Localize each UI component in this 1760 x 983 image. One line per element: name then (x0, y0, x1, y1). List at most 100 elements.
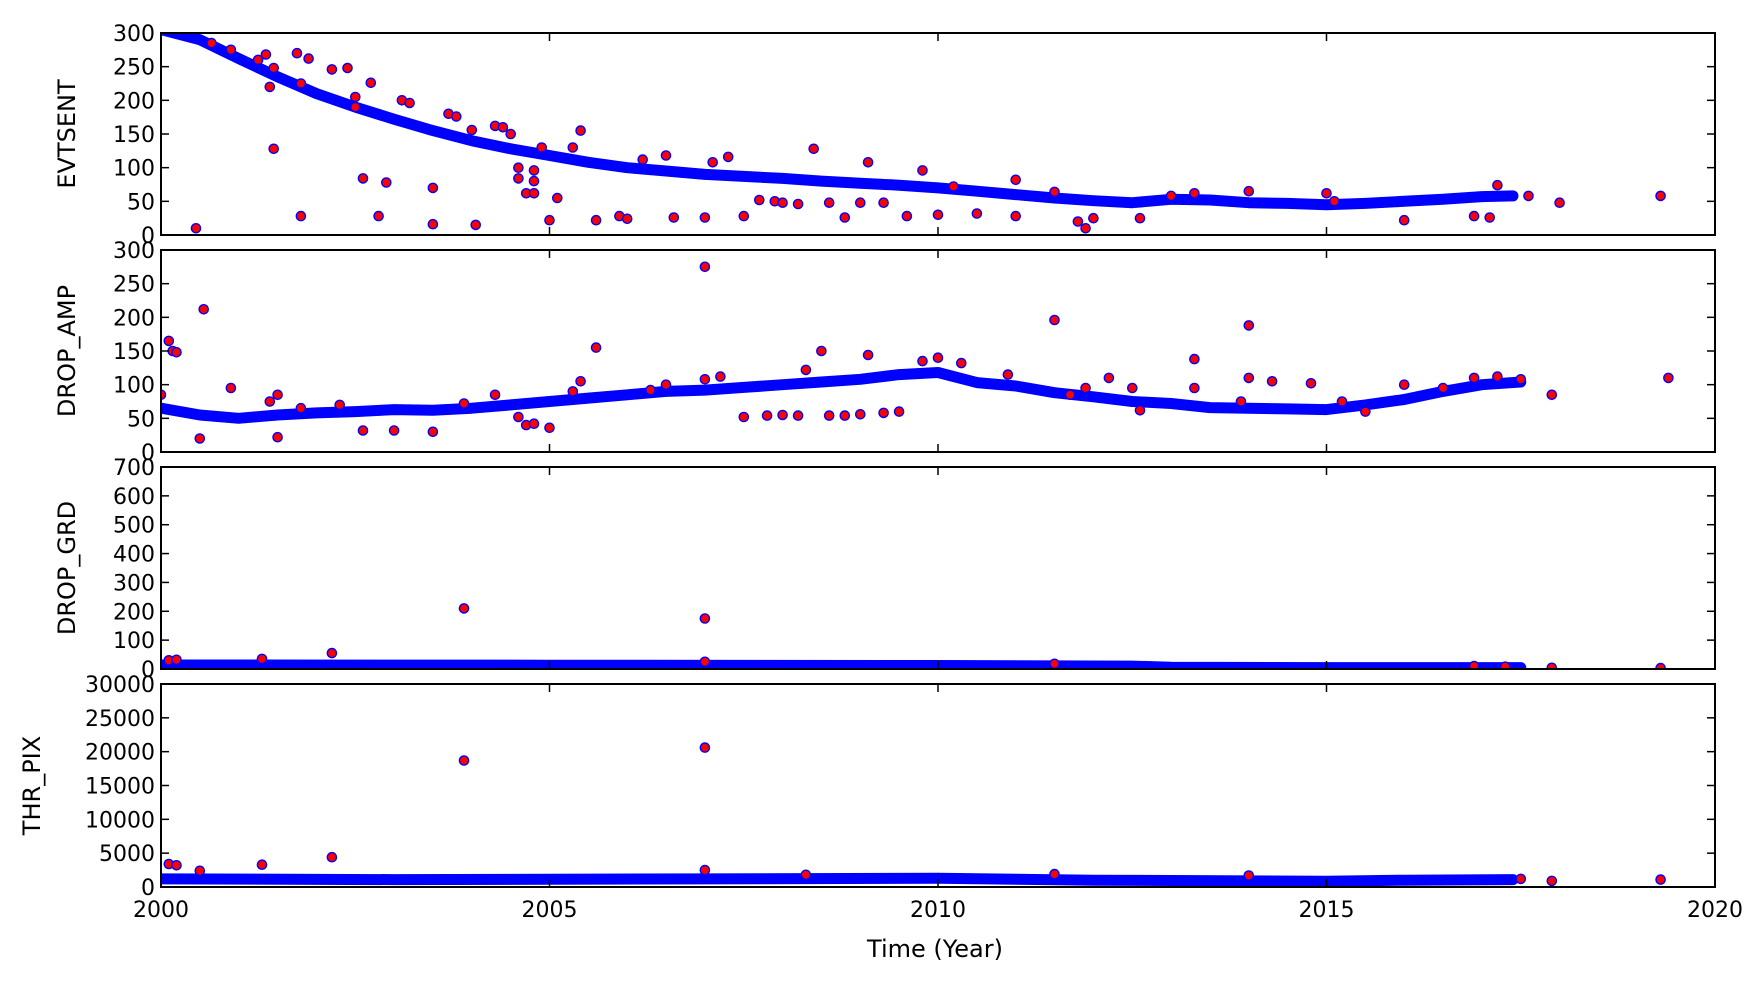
trend-band (161, 659, 1527, 669)
data-point (754, 194, 765, 206)
data-point (932, 352, 944, 364)
data-point (1134, 404, 1146, 416)
y-tick-label: 50 (127, 190, 155, 215)
data-point (256, 653, 268, 665)
data-point (190, 222, 202, 234)
data-point (1134, 212, 1146, 224)
y-tick-label: 200 (113, 89, 155, 114)
data-point (1189, 187, 1200, 199)
data-point (326, 851, 338, 863)
data-point (161, 389, 167, 401)
data-point (1398, 214, 1410, 226)
x-axis-title: Time (Year) (866, 935, 1003, 963)
data-point (1523, 190, 1534, 202)
data-point (334, 399, 346, 411)
data-point (198, 303, 209, 315)
data-point (1437, 382, 1449, 394)
data-point (1398, 379, 1410, 391)
y-tick-label: 20000 (85, 741, 155, 766)
data-point (707, 156, 719, 168)
y-tick-label: 0 (141, 441, 155, 466)
data-point (621, 213, 633, 225)
y-tick-label: 10000 (85, 808, 155, 833)
data-point (513, 411, 524, 423)
data-point (660, 379, 672, 391)
y-tick-label: 200 (113, 306, 155, 331)
panels: 0 50 100 150 200 250 300 EVTSENT 0 50 100 150 200 250… (18, 22, 1743, 923)
data-point (1336, 396, 1348, 407)
data-point (1499, 661, 1511, 669)
y-tick-label: 15000 (85, 775, 155, 800)
data-point (948, 181, 959, 192)
y-axis-title: THR_PIX (18, 736, 46, 836)
data-point (528, 187, 540, 199)
data-point (699, 373, 711, 385)
data-point (264, 396, 276, 407)
data-point (291, 47, 303, 59)
trend-band (161, 33, 1519, 211)
data-point (1329, 195, 1340, 207)
data-point (668, 212, 680, 223)
data-point (450, 111, 462, 122)
y-axis-title: EVTSENT (53, 79, 81, 189)
data-point (552, 192, 563, 204)
data-point (1492, 179, 1503, 191)
data-point (373, 210, 384, 222)
data-point (862, 349, 874, 361)
data-point (349, 91, 361, 103)
y-tick-label: 30000 (85, 673, 155, 698)
plot-area (161, 261, 1674, 444)
y-tick-label: 50 (127, 407, 155, 432)
data-point (171, 860, 182, 871)
data-point (1080, 382, 1091, 394)
panel-evtsent: 0 50 100 150 200 250 300 EVTSENT (53, 22, 1716, 249)
data-point (901, 210, 913, 222)
y-tick-label: 500 (113, 514, 155, 539)
data-point (1010, 210, 1022, 222)
y-tick-label: 300 (113, 22, 155, 47)
data-point (544, 214, 555, 226)
data-point (326, 64, 338, 75)
data-point (171, 346, 182, 358)
data-point (1189, 353, 1200, 365)
data-point (1103, 372, 1115, 384)
data-point (252, 54, 264, 66)
panel-frame (160, 32, 1716, 236)
data-point (544, 422, 555, 434)
data-point (365, 77, 377, 89)
data-point (800, 869, 812, 881)
data-point (326, 647, 338, 659)
plot-area (161, 742, 1666, 887)
data-point (932, 209, 944, 221)
y-tick-label: 100 (113, 629, 155, 654)
data-point (194, 433, 206, 444)
data-point (1243, 185, 1255, 197)
data-point (575, 375, 586, 387)
data-point (1360, 406, 1371, 417)
data-point (816, 345, 827, 357)
y-tick-label: 100 (113, 374, 155, 399)
y-tick-label: 400 (113, 543, 155, 568)
panel-frame (160, 683, 1716, 888)
data-point (660, 150, 672, 161)
data-point (264, 81, 276, 93)
data-point (1072, 216, 1084, 227)
data-point (722, 151, 734, 163)
data-point (699, 261, 711, 273)
data-point (800, 364, 812, 376)
data-point (528, 165, 540, 176)
data-point (349, 101, 361, 113)
data-point (303, 53, 314, 64)
data-point (470, 219, 482, 231)
data-point (272, 431, 283, 443)
data-point (1468, 660, 1480, 669)
y-tick-label: 150 (113, 123, 155, 148)
data-point (225, 44, 237, 56)
data-point (206, 37, 217, 49)
data-point (715, 371, 726, 382)
y-tick-label: 100 (113, 157, 155, 182)
data-point (388, 425, 400, 436)
x-tick-label: 2020 (1687, 898, 1743, 923)
y-tick-label: 5000 (99, 842, 155, 867)
